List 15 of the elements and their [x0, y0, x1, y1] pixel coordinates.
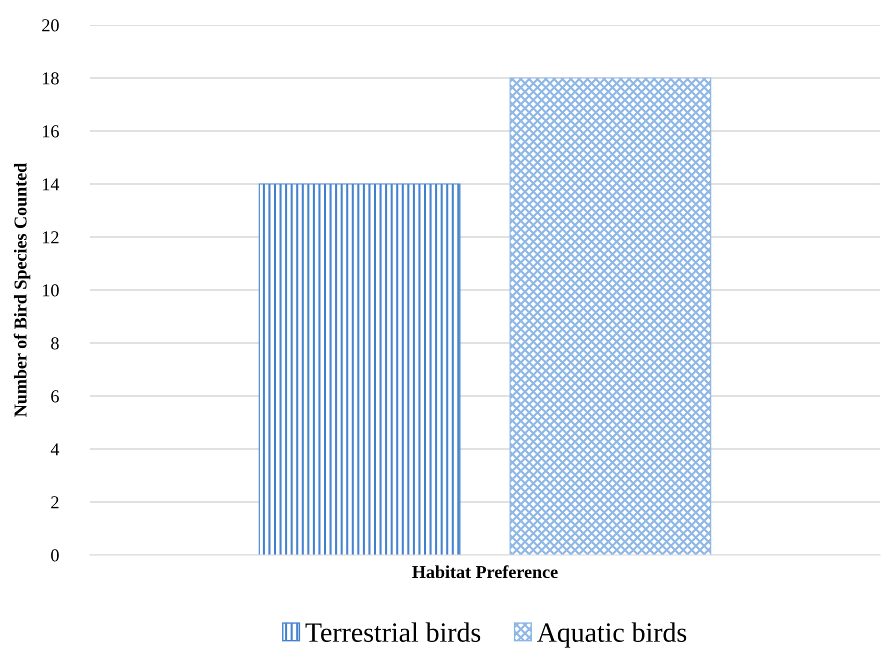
y-tick-label: 18 [42, 72, 59, 84]
y-tick-label: 2 [51, 496, 58, 508]
y-tick-label: 16 [42, 125, 59, 138]
y-tick-label: 10 [42, 284, 59, 296]
y-tick-label: 12 [42, 231, 58, 244]
y-tick-label: 6 [51, 390, 59, 402]
x-axis-title: Habitat Preference [412, 565, 558, 578]
legend-label: Aquatic birds [537, 622, 686, 648]
y-tick-label: 20 [42, 19, 59, 32]
legend-label: Terrestrial birds [306, 622, 480, 642]
y-tick-label: 14 [42, 178, 60, 190]
y-tick-label: 4 [50, 443, 60, 456]
y-tick-label: 8 [51, 337, 59, 350]
y-axis-title: Number of Bird Species Counted [14, 162, 30, 417]
y-tick-label: 0 [51, 549, 59, 562]
